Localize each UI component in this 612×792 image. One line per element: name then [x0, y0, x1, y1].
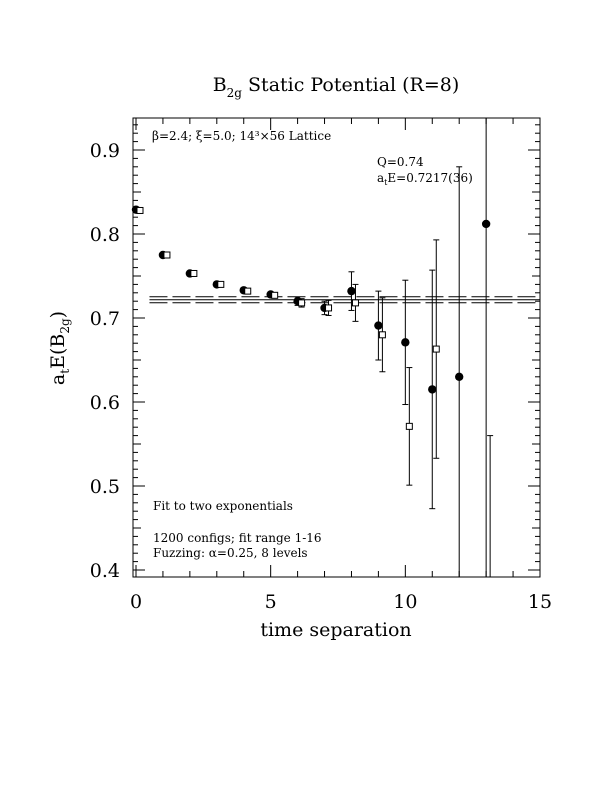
- circle-data-point: [481, 118, 491, 577]
- square-data-point: [378, 297, 386, 373]
- square-data-point: [190, 269, 198, 277]
- y-tick-label: 0.8: [90, 224, 120, 246]
- fit-annotation: Fit to two exponentials: [153, 499, 293, 513]
- fuzzing-annotation: Fuzzing: α=0.25, 8 levels: [153, 546, 308, 560]
- square-marker: [298, 299, 306, 307]
- y-tick-label: 0.7: [90, 308, 120, 330]
- square-marker: [136, 206, 144, 214]
- circle-marker: [481, 219, 491, 229]
- ate-annotation: atE=0.7217(36): [377, 171, 473, 187]
- square-data-point: [405, 367, 413, 486]
- x-tick-label: 10: [393, 591, 417, 613]
- y-tick-label: 0.5: [90, 476, 120, 498]
- square-marker: [244, 287, 252, 295]
- y-tick-label: 0.9: [90, 140, 120, 162]
- circle-data-point: [347, 271, 356, 311]
- square-marker: [271, 291, 279, 299]
- y-tick-labels: 0.4 0.5 0.6 0.7 0.8 0.9: [90, 140, 120, 582]
- circle-marker: [401, 338, 410, 347]
- square-marker: [378, 331, 386, 339]
- square-data-point: [325, 299, 333, 316]
- chart-title: B2g Static Potential (R=8): [213, 74, 460, 100]
- x-tick-label: 5: [265, 591, 277, 613]
- square-data-point: [351, 283, 359, 322]
- circle-data-point: [428, 269, 437, 510]
- lattice-annotation: β=2.4; ξ=5.0; 14³×56 Lattice: [152, 129, 331, 143]
- y-tick-label: 0.6: [90, 392, 120, 414]
- circle-data-point: [374, 290, 383, 361]
- square-data-point: [217, 280, 225, 288]
- square-data-point: [244, 287, 252, 295]
- circle-data-point: [401, 279, 410, 406]
- square-data-point: [163, 251, 171, 259]
- circle-marker: [455, 372, 464, 381]
- circle-marker: [347, 286, 356, 296]
- fit-band: [149, 296, 540, 304]
- x-tick-label: 15: [528, 591, 552, 613]
- y-tick-label: 0.4: [90, 560, 120, 582]
- square-data-point: [136, 206, 144, 214]
- square-marker: [351, 299, 359, 307]
- x-tick-label: 0: [130, 591, 142, 613]
- plot-frame: [132, 117, 541, 578]
- square-data-point: [271, 291, 279, 299]
- square-marker: [325, 304, 333, 312]
- axis-ticks: [133, 118, 541, 577]
- square-marker: [163, 251, 171, 259]
- configs-annotation: 1200 configs; fit range 1-16: [153, 531, 322, 545]
- circle-marker: [428, 385, 437, 394]
- data-points: [131, 118, 494, 577]
- square-data-point: [298, 298, 306, 308]
- square-marker: [432, 345, 440, 353]
- y-axis-label: atE(B2g): [47, 311, 72, 385]
- q-annotation: Q=0.74: [377, 155, 424, 169]
- square-data-point: [432, 239, 440, 459]
- x-tick-labels: 0 5 10 15: [130, 591, 552, 613]
- circle-marker: [374, 321, 383, 330]
- square-marker: [405, 422, 413, 430]
- circle-data-point: [455, 166, 464, 577]
- square-data-point: [487, 435, 494, 577]
- square-marker: [217, 280, 225, 288]
- square-marker: [190, 269, 198, 277]
- x-axis-label: time separation: [260, 619, 411, 641]
